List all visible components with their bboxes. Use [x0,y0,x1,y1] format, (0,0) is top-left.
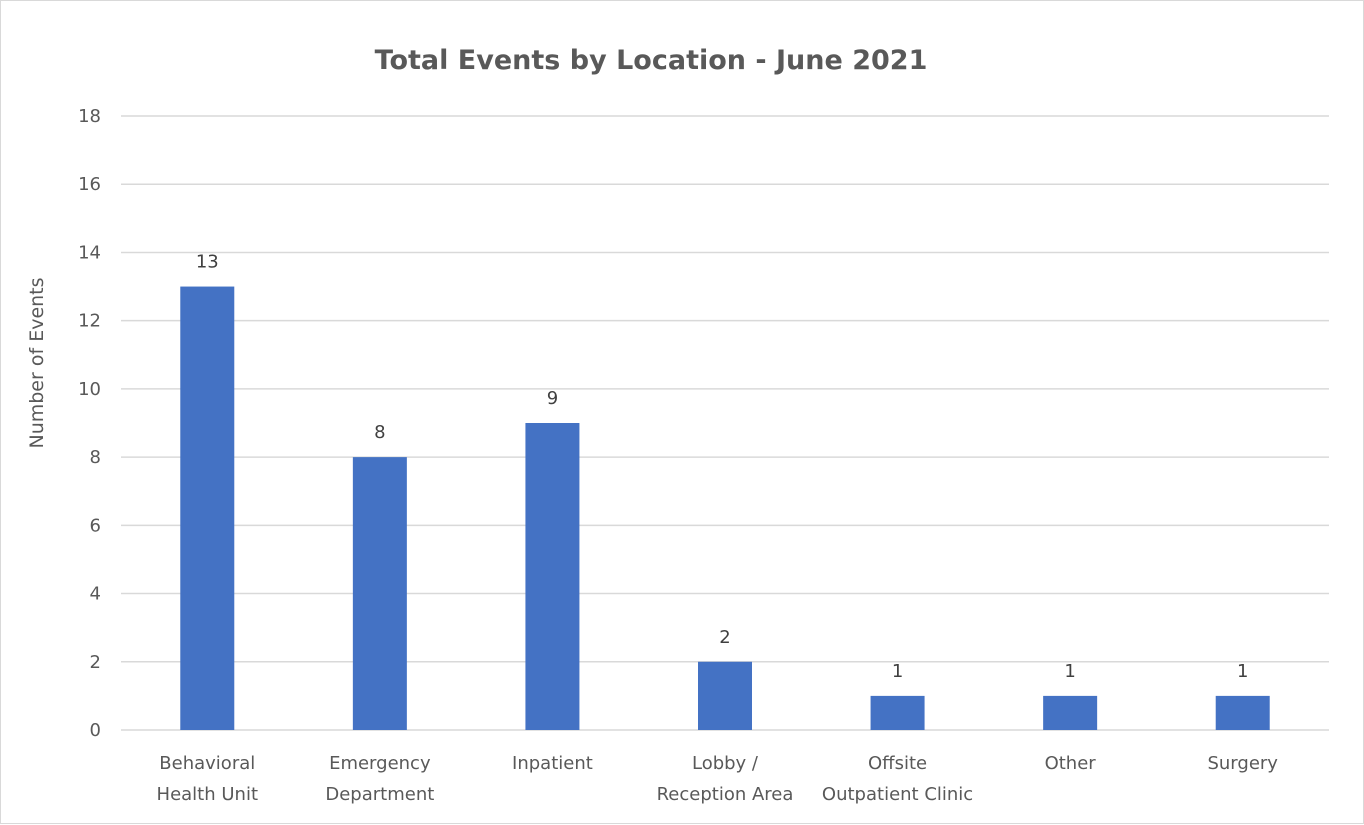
bar [525,423,580,730]
data-label: 9 [547,388,558,409]
y-tick-label: 10 [78,379,101,400]
gridlines [121,115,1329,731]
bars [180,286,1270,730]
data-labels: 13 8 9 2 1 1 1 [196,252,1249,682]
x-category-label: Surgery [1207,753,1278,774]
x-category-label: Other [1045,753,1097,774]
bar [698,661,752,730]
data-label: 2 [719,627,730,648]
data-label: 1 [1237,661,1248,682]
chart-title: Total Events by Location - June 2021 [375,45,928,76]
y-tick-label: 14 [78,242,101,263]
x-axis-categories: Behavioral Health Unit Emergency Department… [157,753,1279,805]
y-tick-label: 8 [90,447,101,468]
bar [352,457,407,730]
bar [870,695,925,730]
y-axis-ticks: 0 2 4 6 8 10 12 14 16 18 [78,106,101,741]
y-tick-label: 6 [90,515,101,536]
x-category-label: Inpatient [512,753,593,774]
y-tick-label: 12 [78,311,101,332]
data-label: 1 [1064,661,1075,682]
data-label: 1 [892,661,903,682]
y-tick-label: 4 [90,584,101,605]
bar [180,286,235,730]
bar [1043,695,1098,730]
x-category-label: Lobby / Reception Area [657,753,794,805]
x-category-label: Offsite Outpatient Clinic [822,753,973,805]
x-category-label: Behavioral Health Unit [157,753,258,805]
data-label: 13 [196,252,219,273]
data-label: 8 [374,422,385,443]
y-tick-label: 2 [90,652,101,673]
y-tick-label: 16 [78,174,101,195]
y-tick-label: 0 [90,720,101,741]
y-axis-label: Number of Events [26,277,48,448]
bar [1215,695,1270,730]
y-tick-label: 18 [78,106,101,127]
x-category-label: Emergency Department [325,753,434,805]
